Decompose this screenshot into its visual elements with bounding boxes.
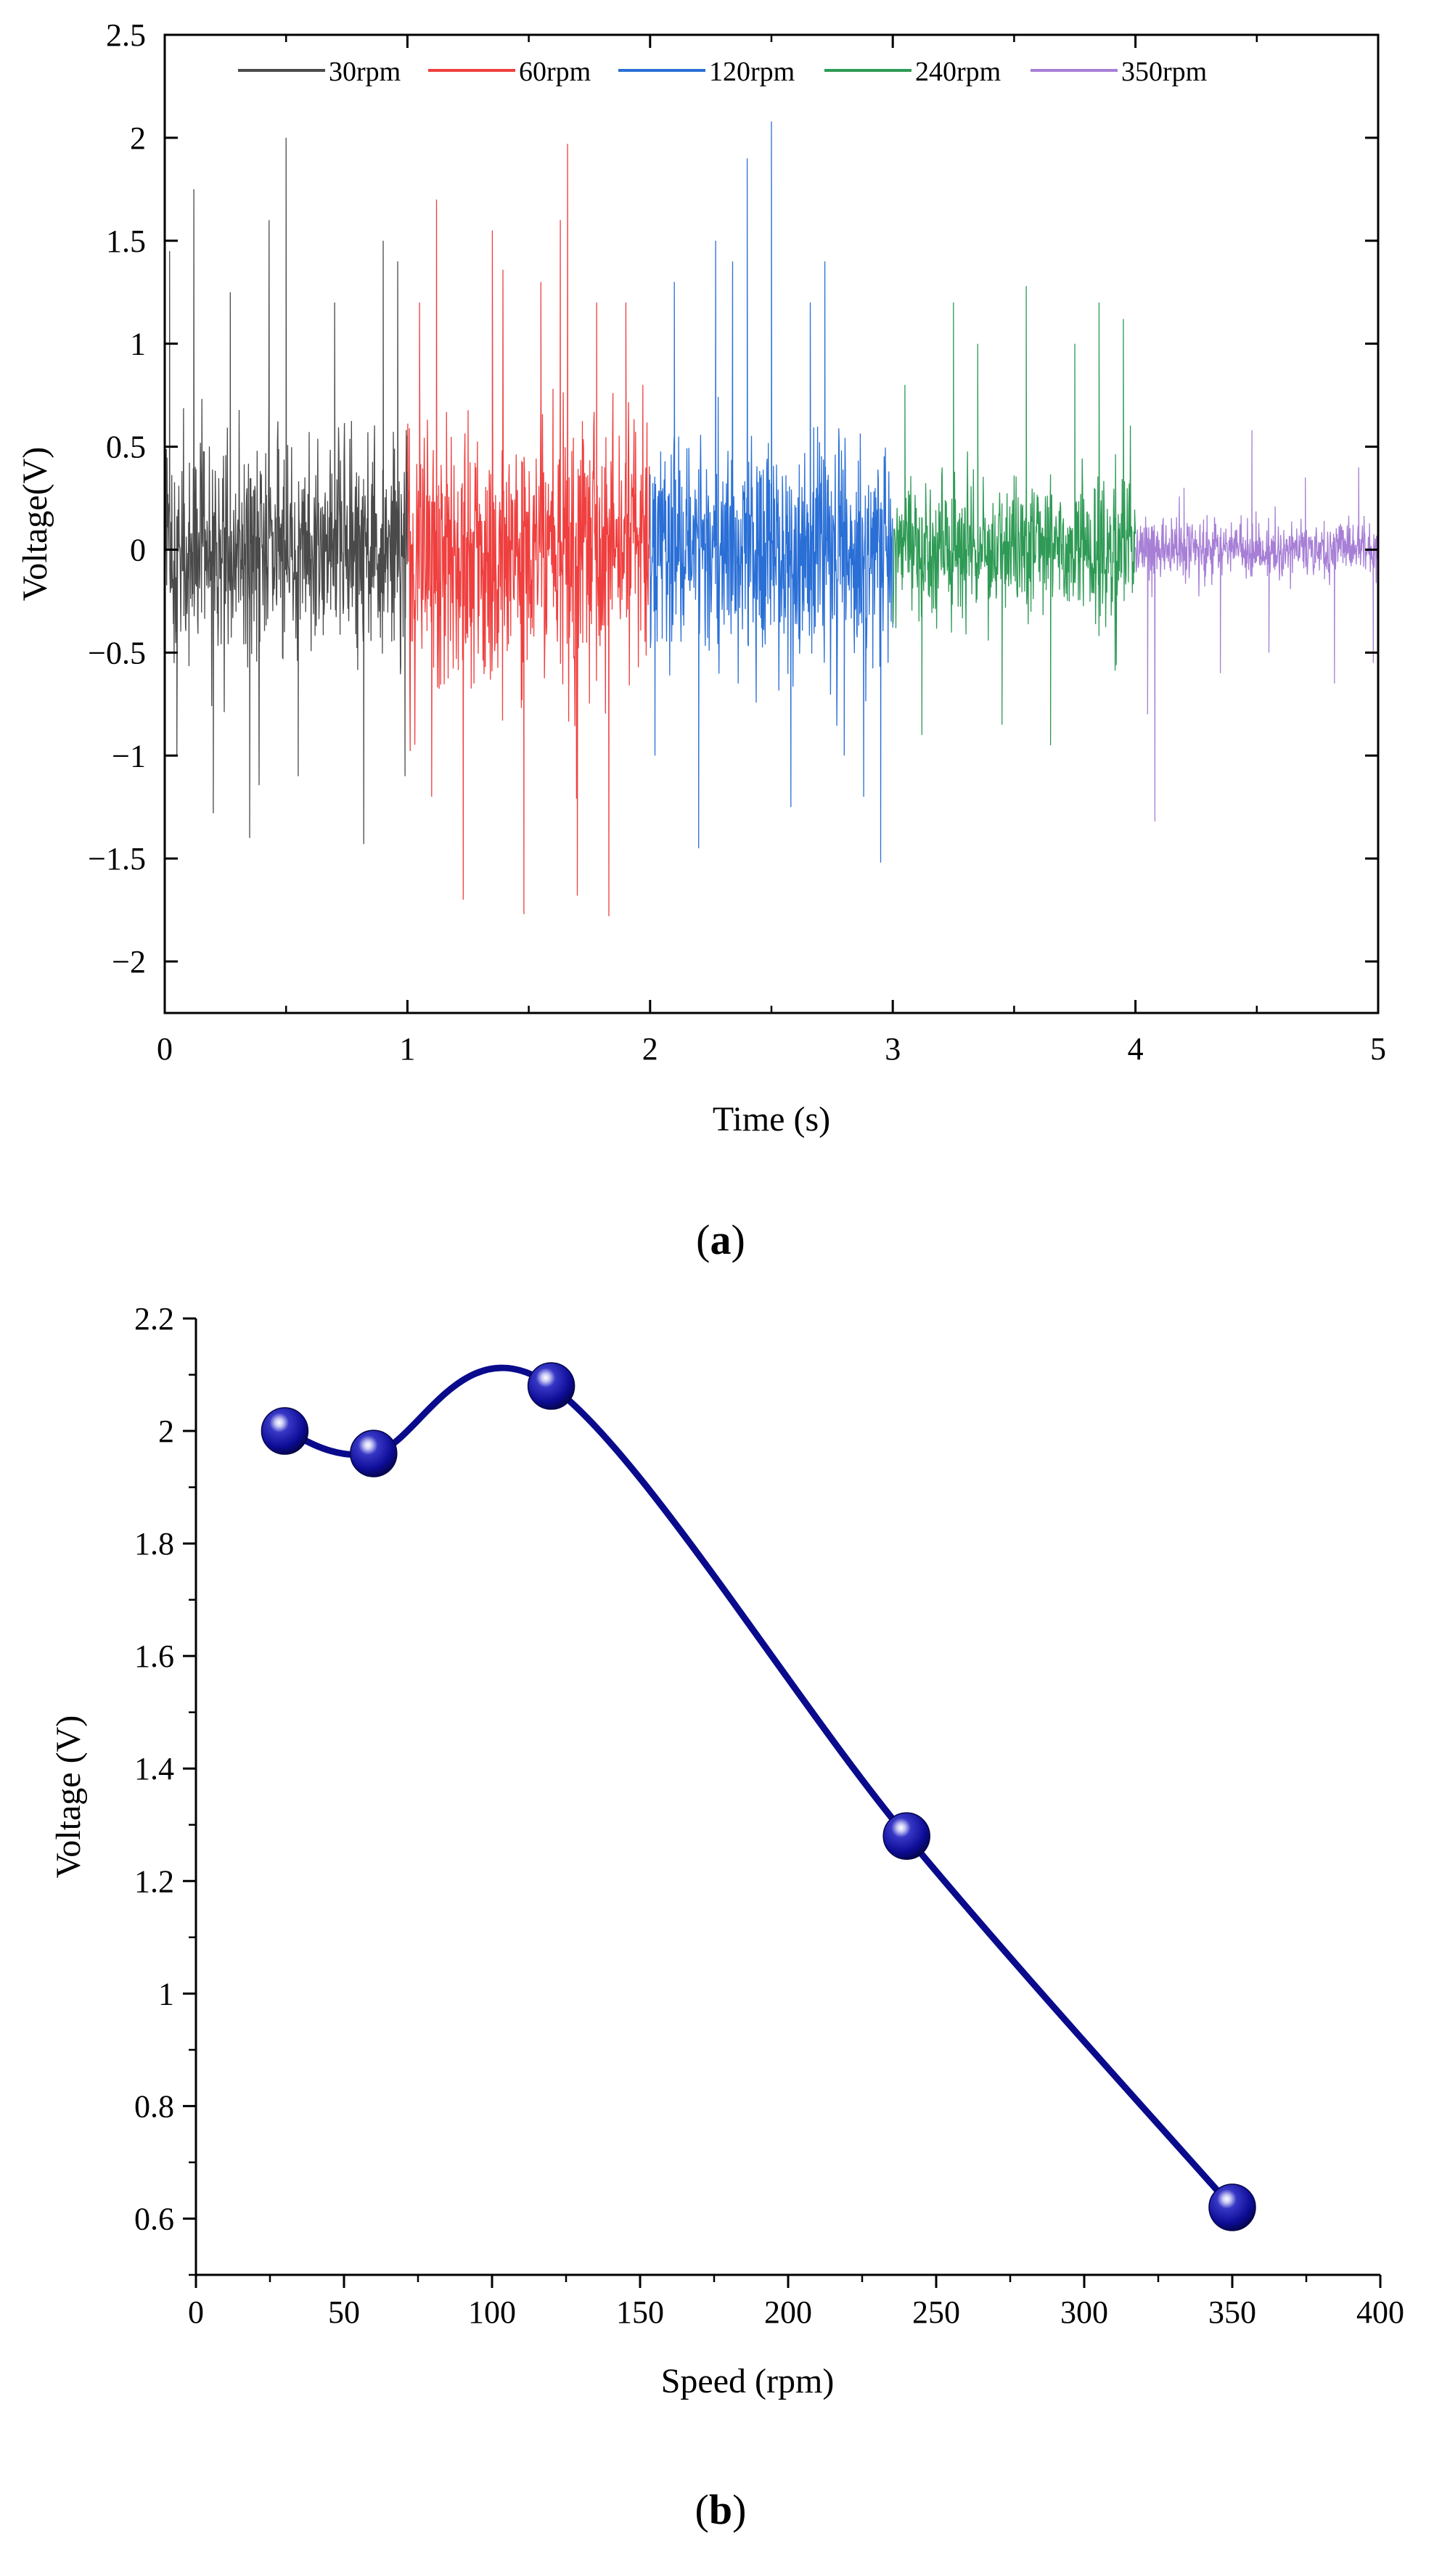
signal-trace-60rpm	[406, 144, 651, 916]
legend-label-120rpm: 120rpm	[709, 57, 795, 87]
chart-b-points	[261, 1362, 1256, 2231]
chart-b-y-ticks: 0.6 0.8 1 1.2 1.4 1.6 1.8 2 2.2	[134, 1301, 196, 2276]
chart-a-x-tick-label: 2	[642, 1031, 658, 1067]
chart-a-y-tick-label: 1.5	[106, 223, 146, 259]
chart-a-y-tick-label: −1	[112, 738, 146, 774]
chart-a-x-tick-label: 3	[885, 1031, 901, 1067]
signal-trace-120rpm	[650, 121, 893, 863]
data-point-30rpm	[261, 1407, 309, 1455]
legend-label-240rpm: 240rpm	[915, 57, 1001, 87]
chart-b-x-axis-title: Speed (rpm)	[661, 2362, 835, 2400]
chart-b-series-line	[281, 1364, 1236, 2211]
chart-a-legend: 30rpm 60rpm 120rpm 240rpm 350rpm	[238, 57, 1207, 87]
chart-a-x-tick-label: 4	[1128, 1031, 1144, 1067]
legend-label-30rpm: 30rpm	[329, 57, 401, 87]
chart-a-x-tick-label: 0	[157, 1031, 173, 1067]
chart-a-signal	[164, 121, 1379, 916]
chart-b-y-tick-label: 0.8	[134, 2088, 174, 2124]
chart-b-y-axis-title: Voltage (V)	[49, 1715, 88, 1878]
chart-b-x-tick-label: 400	[1356, 2294, 1404, 2330]
chart-a-y-axis-title: Voltage(V)	[16, 447, 54, 601]
chart-b-x-ticks: 0 50 100 150 200 250 300 350 400	[188, 2275, 1404, 2330]
chart-b-x-tick-label: 300	[1060, 2294, 1108, 2330]
panel-label-b: (b)	[695, 2486, 747, 2533]
chart-a-x-tick-label: 1	[399, 1031, 415, 1067]
chart-b-y-tick-label: 2.2	[134, 1301, 174, 1337]
chart-b-y-tick-label: 1.4	[134, 1751, 174, 1787]
chart-b-y-tick-label: 1.8	[134, 1526, 174, 1562]
panel-label-a: (a)	[696, 1216, 745, 1263]
chart-a-y-tick-label: −0.5	[88, 635, 146, 670]
chart-a-y-ticks: −2 −1.5 −1 −0.5 0 0.5 1 1.5 2 2.5	[88, 17, 1378, 980]
chart-a-x-tick-label: 5	[1370, 1031, 1386, 1067]
chart-b-y-tick-label: 1.2	[134, 1863, 174, 1899]
chart-b-x-tick-label: 200	[764, 2294, 812, 2330]
chart-b-y-tick-label: 1.6	[134, 1638, 174, 1674]
chart-a-y-tick-label: 2.5	[106, 17, 146, 53]
chart-a-y-tick-label: 0	[130, 532, 146, 567]
data-point-350rpm	[1208, 2183, 1256, 2231]
chart-b-x-tick-label: 250	[912, 2294, 960, 2330]
chart-a-y-tick-label: −1.5	[88, 841, 146, 877]
chart-a-x-axis-title: Time (s)	[713, 1100, 830, 1139]
chart-b-x-tick-label: 50	[328, 2294, 360, 2330]
chart-a-y-tick-label: 0.5	[106, 430, 146, 465]
signal-trace-30rpm	[164, 137, 409, 845]
legend-label-60rpm: 60rpm	[519, 57, 591, 87]
chart-a-x-ticks: 0 1 2 3 4 5	[157, 35, 1386, 1067]
chart-b-y-tick-label: 1	[158, 1976, 174, 2011]
legend-label-350rpm: 350rpm	[1121, 57, 1207, 87]
chart-b-y-tick-label: 0.6	[134, 2201, 174, 2236]
chart-a-y-tick-label: 1	[130, 327, 146, 362]
chart-b-x-tick-label: 150	[616, 2294, 664, 2330]
data-point-60rpm	[350, 1429, 398, 1477]
chart-b-x-tick-label: 0	[188, 2294, 204, 2330]
data-point-240rpm	[882, 1812, 930, 1861]
chart-a-y-tick-label: −2	[112, 944, 146, 980]
chart-a-y-tick-label: 2	[130, 120, 146, 156]
chart-b-y-tick-label: 2	[158, 1414, 174, 1449]
chart-b-x-tick-label: 100	[468, 2294, 516, 2330]
chart-a: 0 1 2 3 4 5 −2 −1.5 −1 −0.5 0 0.5 1 1.5 2 2.5 30rpm 60…	[16, 17, 1386, 1263]
signal-trace-350rpm	[1134, 430, 1379, 822]
signal-trace-240rpm	[892, 286, 1136, 746]
chart-b-x-tick-label: 350	[1208, 2294, 1256, 2330]
chart-b: 0 50 100 150 200 250 300 350 400 0.6 0.8 1 1.2 1.4 1.…	[49, 1301, 1404, 2533]
data-point-120rpm	[527, 1362, 575, 1410]
